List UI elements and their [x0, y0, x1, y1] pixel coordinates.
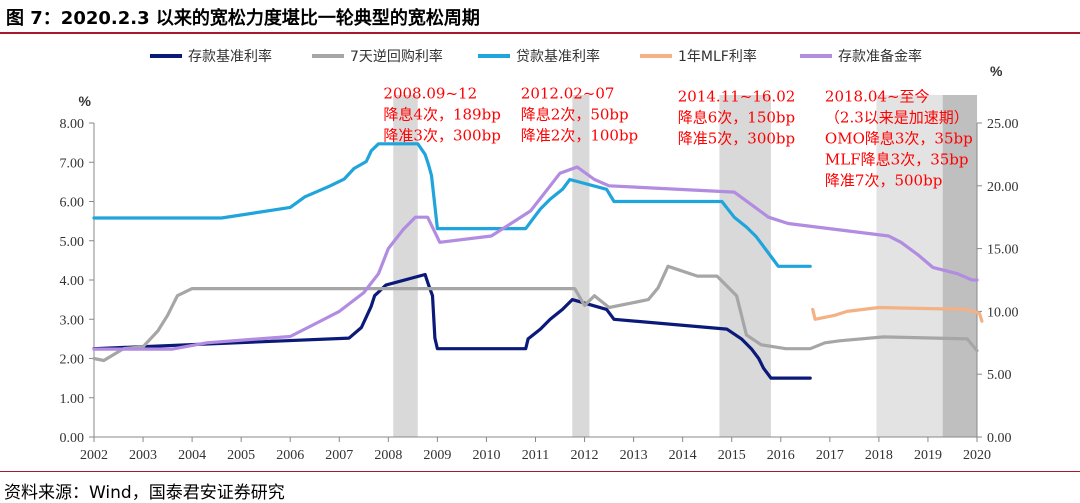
axes: 0.00 1.00 2.00 3.00 4.00 5.00 6.00 7.00 8.00% 0.0…	[60, 63, 1019, 463]
legend-label: 1年MLF利率	[678, 48, 757, 65]
right-tick-label: 20.00	[987, 180, 1019, 195]
x-tick-label: 2019	[914, 448, 942, 463]
rates-chart: 0.00 1.00 2.00 3.00 4.00 5.00 6.00 7.00 8.00% 0.0…	[60, 48, 1019, 463]
annotation-line: MLF降息3次，35bp	[825, 150, 969, 168]
x-tick-label: 2017	[816, 448, 844, 463]
legend: 存款基准利率 7天逆回购利率 贷款基准利率 1年MLF利率 存款准备金率	[150, 48, 922, 65]
shaded-period-5	[942, 95, 977, 437]
left-tick-label: 4.00	[60, 274, 85, 289]
annotation-line: 2018.04~至今	[825, 87, 930, 105]
shaded-period-2	[572, 95, 590, 437]
annotation-line: 降准2次，100bp	[521, 126, 638, 144]
source-note: 资料来源：Wind，国泰君安证券研究	[4, 483, 285, 503]
annotation-line: OMO降息3次，35bp	[825, 129, 973, 147]
left-tick-label: 5.00	[60, 235, 85, 250]
annotation-3: 2014.11~16.02 降息6次，150bp 降准5次，300bp	[678, 87, 796, 147]
left-tick-label: 3.00	[60, 313, 85, 328]
left-tick-label: 6.00	[60, 196, 85, 211]
right-tick-label: 10.00	[987, 305, 1019, 320]
x-tick-label: 2013	[620, 448, 648, 463]
annotation-line: 降准3次，300bp	[383, 126, 500, 144]
x-tick-label: 2016	[767, 448, 795, 463]
annotation-line: 降准7次，500bp	[825, 171, 942, 189]
left-tick-label: 0.00	[60, 431, 85, 446]
right-tick-label: 25.00	[987, 117, 1019, 132]
annotation-line: 2014.11~16.02	[678, 87, 796, 105]
right-tick-label: 5.00	[987, 368, 1012, 383]
right-tick-label: 0.00	[987, 431, 1012, 446]
x-tick-label: 2018	[865, 448, 893, 463]
x-tick-label: 2005	[227, 448, 255, 463]
annotation-2: 2012.02~07 降息2次，50bp 降准2次，100bp	[521, 84, 638, 144]
shaded-period-1	[393, 95, 418, 437]
x-tick-label: 2015	[718, 448, 746, 463]
x-tick-label: 2006	[276, 448, 304, 463]
annotation-line: 降息2次，50bp	[521, 105, 629, 123]
left-tick-label: 8.00	[60, 117, 85, 132]
annotation-4: 2018.04~至今 （2.3以来是加速期） OMO降息3次，35bp MLF降息3次…	[825, 87, 973, 189]
x-tick-label: 2011	[522, 448, 549, 463]
right-tick-label: 15.00	[987, 243, 1019, 258]
series-line-2	[92, 264, 979, 363]
annotation-line: 降息6次，150bp	[678, 108, 795, 126]
x-tick-label: 2007	[325, 448, 353, 463]
series-line-5	[92, 165, 979, 351]
left-tick-label: 7.00	[60, 156, 85, 171]
annotation-line: 2008.09~12	[383, 84, 477, 102]
legend-label: 7天逆回购利率	[350, 48, 443, 65]
figure-title: 图 7：2020.2.3 以来的宽松力度堪比一轮典型的宽松周期	[6, 8, 480, 29]
figure-title-bar: 图 7：2020.2.3 以来的宽松力度堪比一轮典型的宽松周期	[0, 0, 1080, 34]
title-divider	[0, 32, 1080, 34]
series-line-1	[92, 272, 812, 380]
x-tick-label: 2003	[129, 448, 157, 463]
annotation-line: 2012.02~07	[521, 84, 615, 102]
annotation-1: 2008.09~12 降息4次，189bp 降准3次，300bp	[383, 84, 500, 144]
legend-label: 存款基准利率	[188, 48, 272, 65]
annotation-line: 降准5次，300bp	[678, 129, 795, 147]
annotations: 2008.09~12 降息4次，189bp 降准3次，300bp 2012.02~07…	[383, 84, 972, 189]
x-tick-label: 2014	[669, 448, 697, 463]
x-tick-label: 2008	[374, 448, 402, 463]
x-tick-label: 2004	[178, 448, 206, 463]
annotation-line: （2.3以来是加速期）	[825, 108, 969, 126]
right-axis-unit: %	[990, 63, 1003, 79]
left-tick-label: 1.00	[60, 392, 85, 407]
series-lines	[92, 142, 984, 380]
left-axis-unit: %	[79, 93, 92, 109]
legend-label: 贷款基准利率	[516, 48, 600, 65]
series-line-3	[92, 142, 812, 268]
x-tick-label: 2012	[571, 448, 599, 463]
legend-label: 存款准备金率	[838, 48, 922, 65]
x-tick-label: 2020	[963, 448, 991, 463]
x-tick-label: 2009	[423, 448, 451, 463]
left-tick-label: 2.00	[60, 353, 85, 368]
source-divider	[0, 471, 1080, 472]
x-tick-label: 2002	[80, 448, 108, 463]
shaded-period-3	[719, 95, 771, 437]
easing-period-shading	[393, 95, 977, 437]
annotation-line: 降息4次，189bp	[383, 105, 500, 123]
series-line-4	[811, 305, 984, 323]
x-tick-label: 2010	[472, 448, 500, 463]
